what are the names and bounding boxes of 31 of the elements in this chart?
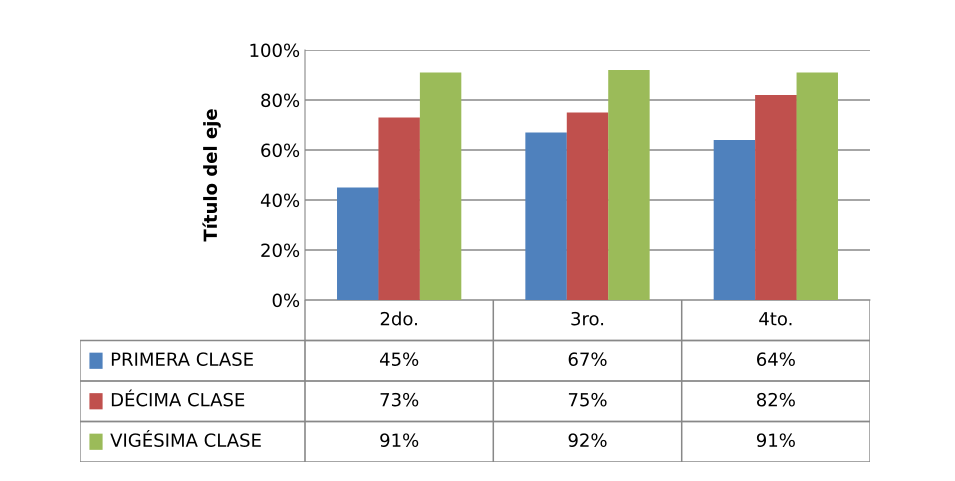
data-label: 92% [568, 433, 607, 447]
bar [420, 72, 462, 300]
bar [525, 132, 567, 300]
data-label: 82% [756, 392, 795, 406]
bar [566, 112, 608, 300]
x-tick-label: 2do. [380, 312, 417, 326]
data-label: 91% [756, 433, 795, 447]
y-tick-label: 40% [260, 193, 300, 208]
data-label: 67% [568, 352, 607, 366]
bar [608, 70, 650, 300]
bar [337, 188, 378, 300]
bar [378, 118, 420, 300]
bar [714, 140, 756, 300]
legend-label: PRIMERA CLASE [112, 352, 253, 366]
data-label: 91% [380, 433, 418, 447]
y-tick-label: 100% [250, 43, 300, 58]
data-label: 75% [568, 392, 607, 406]
y-tick-label: 20% [261, 243, 300, 258]
data-label: 73% [380, 392, 418, 406]
x-tick-label: 3ro. [571, 312, 604, 326]
legend-label: DÉCIMA CLASE [112, 390, 244, 406]
x-tick-label: 4to. [759, 312, 792, 326]
legend-label: VIGÉSIMA CLASE [110, 430, 261, 447]
y-tick-label: 0% [272, 293, 300, 308]
data-label: 64% [757, 352, 795, 366]
bar [796, 72, 838, 300]
y-axis-title: Título del eje [202, 109, 221, 242]
y-tick-label: 80% [261, 93, 300, 108]
y-tick-label: 60% [261, 143, 300, 158]
data-label: 45% [380, 352, 418, 366]
bar [755, 95, 797, 300]
